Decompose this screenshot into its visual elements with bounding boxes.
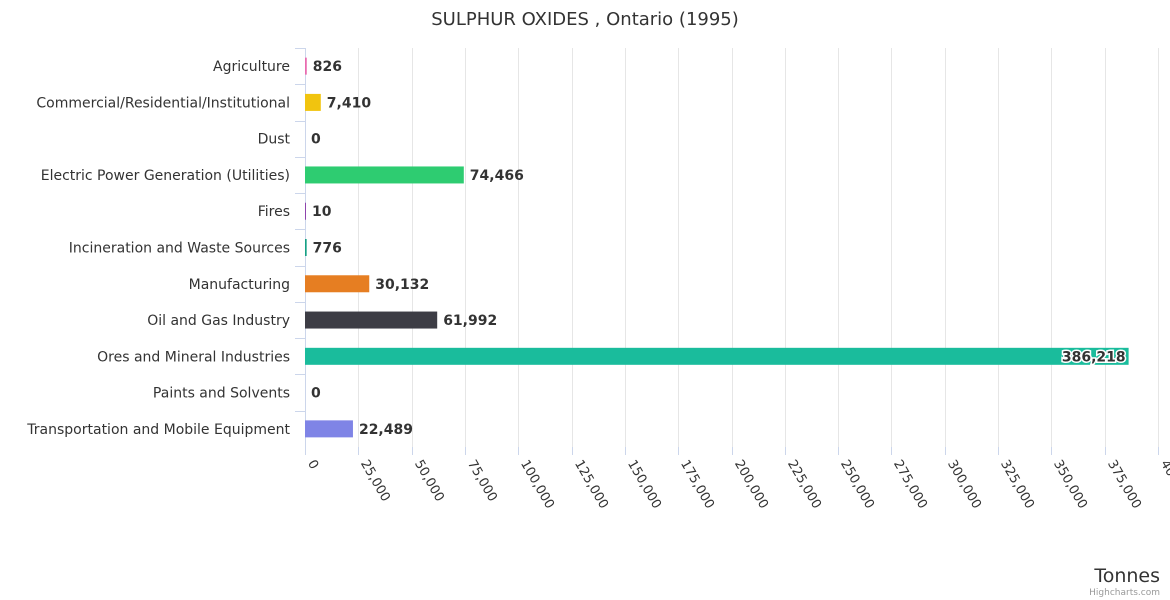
credits-link[interactable]: Highcharts.com — [1089, 588, 1160, 598]
bar[interactable] — [305, 420, 353, 438]
bar[interactable] — [305, 57, 307, 75]
data-label: 7,410 — [327, 95, 372, 111]
value-axis-title: Tonnes — [1093, 565, 1160, 587]
tick-label: 75,000 — [464, 458, 500, 505]
tick-label: 275,000 — [890, 458, 930, 512]
category-label: Fires — [258, 204, 290, 220]
bar[interactable] — [305, 311, 438, 329]
tick-label: 125,000 — [571, 458, 611, 512]
data-label: 10 — [312, 204, 332, 220]
grid-lines — [305, 48, 1159, 447]
category-label: Transportation and Mobile Equipment — [26, 422, 290, 438]
data-label: 386,218 — [1062, 349, 1126, 365]
category-label: Commercial/Residential/Institutional — [36, 95, 290, 111]
data-label: 776 — [313, 241, 342, 257]
data-label: 0 — [311, 386, 321, 402]
bar[interactable] — [305, 166, 464, 184]
bars — [305, 57, 1129, 438]
tick-label: 150,000 — [624, 458, 664, 512]
category-label: Dust — [258, 132, 291, 148]
chart-title: SULPHUR OXIDES , Ontario (1995) — [431, 9, 739, 30]
bar[interactable] — [305, 202, 306, 220]
tick-label: 100,000 — [517, 458, 557, 512]
bar[interactable] — [305, 93, 321, 111]
category-label: Paints and Solvents — [153, 386, 290, 402]
data-labels: 826 7,410 0 74,466 10 776 30,132 61,992 386,218 0… — [311, 59, 1127, 438]
tick-label: 350,000 — [1050, 458, 1090, 512]
category-label: Oil and Gas Industry — [147, 313, 290, 329]
category-labels: Agriculture Commercial/Residential/Instit… — [26, 59, 290, 438]
category-label: Electric Power Generation (Utilities) — [41, 168, 290, 184]
tick-label: 0 — [304, 458, 321, 473]
tick-label: 325,000 — [997, 458, 1037, 512]
bar[interactable] — [305, 239, 307, 256]
bar[interactable] — [305, 347, 1129, 365]
tick-label: 225,000 — [784, 458, 824, 512]
tick-label: 25,000 — [357, 458, 393, 505]
category-label: Manufacturing — [189, 277, 290, 293]
data-label: 826 — [313, 59, 342, 75]
tick-labels: 0 25,000 50,000 75,000 100,000 125,000 150,000… — [304, 458, 1170, 512]
data-label: 0 — [311, 132, 321, 148]
data-label: 74,466 — [470, 168, 524, 184]
tick-label: 300,000 — [944, 458, 984, 512]
axes — [295, 48, 1159, 455]
tick-label: 375,000 — [1104, 458, 1144, 512]
tick-label: 50,000 — [411, 458, 447, 505]
data-label: 61,992 — [443, 313, 497, 329]
data-label: 22,489 — [359, 422, 413, 438]
tick-label: 250,000 — [837, 458, 877, 512]
tick-label: 175,000 — [677, 458, 717, 512]
data-label: 30,132 — [375, 277, 429, 293]
category-label: Incineration and Waste Sources — [69, 241, 290, 257]
category-label: Ores and Mineral Industries — [97, 349, 290, 365]
bar[interactable] — [305, 275, 370, 293]
tick-label: 400,000 — [1157, 458, 1170, 512]
tick-label: 200,000 — [731, 458, 771, 512]
category-label: Agriculture — [213, 59, 290, 75]
